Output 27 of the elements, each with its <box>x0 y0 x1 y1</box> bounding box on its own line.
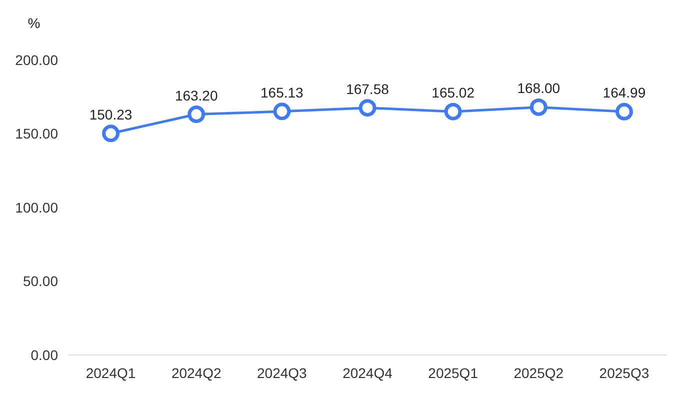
point <box>273 102 291 120</box>
x-tick-label: 2025Q3 <box>599 365 650 381</box>
x-tick-label: 2024Q2 <box>171 365 222 381</box>
y-tick-label: 200.00 <box>15 52 58 68</box>
text: 150.23 <box>89 106 132 122</box>
y-tick-label: 50.00 <box>22 273 58 290</box>
x-tick-label: 2025Q1 <box>428 365 478 381</box>
y-tick-label: 0.00 <box>30 346 58 363</box>
point <box>358 99 376 117</box>
text: 165.02 <box>432 84 474 101</box>
text: 167.58 <box>346 80 389 97</box>
x-tick-label: 2024Q1 <box>86 365 136 381</box>
y-axis-title: % <box>28 15 40 31</box>
point <box>444 102 462 120</box>
point <box>530 98 548 116</box>
text: 165.13 <box>260 84 304 100</box>
point <box>188 106 206 124</box>
x-tick-label: 2024Q4 <box>342 365 393 381</box>
y-tick-label: 100.00 <box>15 199 58 216</box>
x-tick-label: 2024Q3 <box>257 365 308 381</box>
point <box>615 102 633 120</box>
text: 168.00 <box>517 80 560 96</box>
x-tick-label: 2025Q2 <box>514 365 564 381</box>
point <box>102 124 120 142</box>
text: 164.99 <box>602 84 646 101</box>
y-tick-label: 150.00 <box>15 126 58 142</box>
text: 163.20 <box>174 87 218 104</box>
